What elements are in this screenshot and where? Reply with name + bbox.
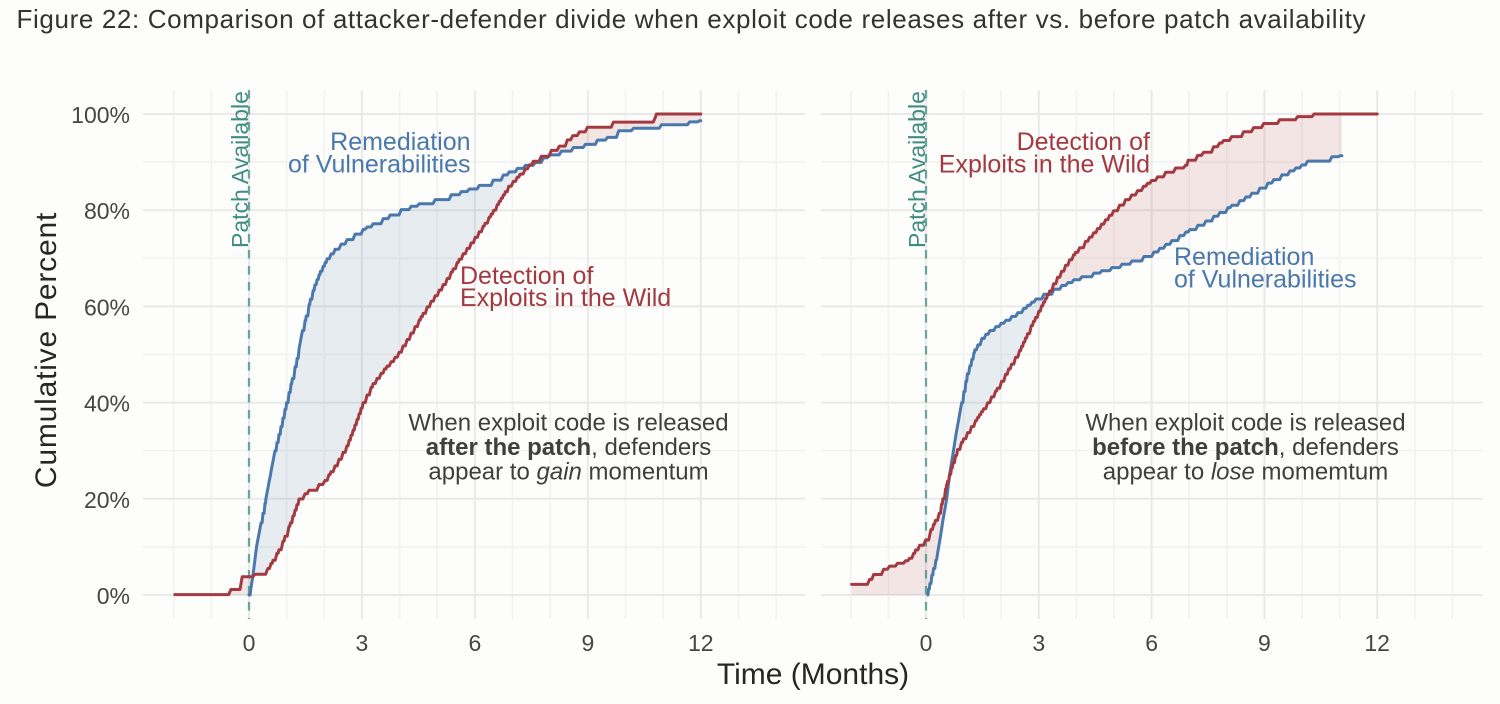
svg-text:Patch Available: Patch Available: [227, 91, 253, 248]
svg-text:60%: 60%: [84, 294, 130, 320]
svg-text:When exploit code is released: When exploit code is released: [408, 409, 728, 436]
svg-text:Time (Months): Time (Months): [717, 658, 909, 691]
svg-text:9: 9: [1258, 630, 1271, 656]
svg-text:Remediation: Remediation: [1174, 243, 1314, 271]
svg-text:When exploit code is released: When exploit code is released: [1085, 409, 1405, 436]
svg-text:Detection of: Detection of: [1017, 128, 1150, 156]
svg-text:3: 3: [356, 630, 369, 656]
svg-text:before the patch, defenders: before the patch, defenders: [1092, 434, 1399, 461]
svg-text:appear to lose momemtum: appear to lose momemtum: [1103, 459, 1388, 486]
svg-text:6: 6: [469, 630, 482, 656]
svg-text:Figure 22: Comparison of attac: Figure 22: Comparison of attacker-defend…: [17, 4, 1367, 34]
svg-text:appear to gain momentum: appear to gain momentum: [428, 459, 708, 486]
svg-text:0: 0: [243, 630, 256, 656]
svg-text:0%: 0%: [97, 583, 130, 609]
svg-text:40%: 40%: [84, 391, 130, 417]
svg-text:12: 12: [688, 630, 714, 656]
svg-text:Exploits in the Wild: Exploits in the Wild: [460, 284, 671, 312]
svg-text:80%: 80%: [84, 198, 130, 224]
svg-text:Remediation: Remediation: [330, 128, 470, 156]
svg-text:Patch Available: Patch Available: [904, 91, 930, 248]
svg-text:20%: 20%: [84, 487, 130, 513]
svg-text:6: 6: [1145, 630, 1158, 656]
svg-text:12: 12: [1364, 630, 1390, 656]
svg-text:of Vulnerabilities: of Vulnerabilities: [288, 151, 471, 179]
svg-text:Cumulative Percent: Cumulative Percent: [30, 212, 63, 488]
svg-text:after the patch, defenders: after the patch, defenders: [426, 434, 711, 461]
svg-text:9: 9: [581, 630, 594, 656]
svg-text:3: 3: [1032, 630, 1045, 656]
svg-text:0: 0: [920, 630, 933, 656]
svg-text:Exploits in the Wild: Exploits in the Wild: [939, 151, 1150, 179]
svg-text:Detection of: Detection of: [460, 262, 593, 290]
svg-text:of Vulnerabilities: of Vulnerabilities: [1174, 266, 1357, 294]
svg-text:100%: 100%: [71, 102, 130, 128]
